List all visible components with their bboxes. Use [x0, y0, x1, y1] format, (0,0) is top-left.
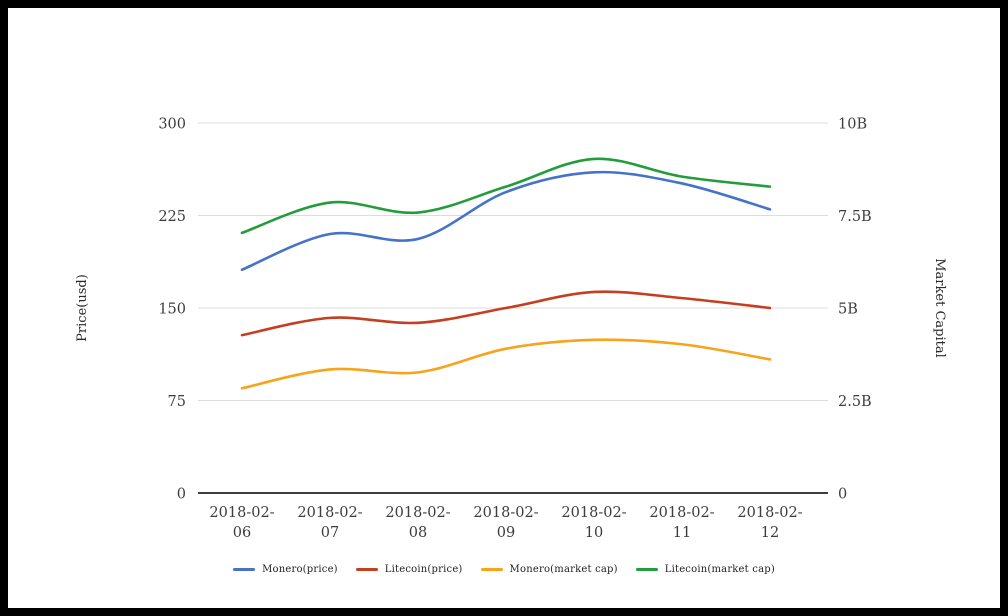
- right-tick-label: 2.5B: [838, 394, 872, 410]
- left-tick-label: 75: [168, 394, 186, 410]
- x-tick-label: 2018-02-08: [385, 505, 450, 541]
- series-line-litecoin-market-cap: [240, 157, 772, 235]
- series-line-litecoin-price: [240, 290, 772, 337]
- x-tick-label: 2018-02-09: [473, 505, 538, 541]
- right-tick-label: 7.5B: [838, 209, 872, 225]
- series-line-monero-market-cap: [240, 338, 772, 390]
- legend-swatch: [480, 568, 503, 571]
- x-tick-label: 2018-02-12: [737, 505, 802, 541]
- right-axis-title: Market Capital: [932, 258, 947, 358]
- left-tick-label: 150: [158, 302, 186, 318]
- right-axis-tick-labels: 0 2.5B 5B 7.5B 10B: [838, 117, 872, 503]
- left-tick-label: 300: [158, 117, 186, 133]
- left-tick-label: 0: [177, 487, 186, 503]
- legend-item-monero-market-cap[interactable]: Monero(market cap): [480, 564, 618, 575]
- legend-label: Monero(market cap): [509, 564, 618, 575]
- left-tick-label: 225: [158, 209, 186, 225]
- right-tick-label: 10B: [838, 117, 867, 133]
- right-tick-label: 5B: [838, 302, 858, 318]
- series-lines: [240, 157, 772, 390]
- series-line-monero-price: [240, 170, 772, 272]
- x-axis-tick-labels: 2018-02-06 2018-02-07 2018-02-08 2018-02-09…: [209, 505, 802, 541]
- legend-label: Litecoin(price): [384, 564, 463, 575]
- x-tick-label: 2018-02-07: [297, 505, 362, 541]
- legend: Monero(price) Litecoin(price) Monero(marke…: [8, 564, 1000, 575]
- legend-swatch: [355, 568, 378, 571]
- legend-item-litecoin-price[interactable]: Litecoin(price): [355, 564, 463, 575]
- legend-item-litecoin-market-cap[interactable]: Litecoin(market cap): [635, 564, 775, 575]
- left-axis-tick-labels: 0 75 150 225 300: [158, 117, 186, 503]
- legend-label: Litecoin(market cap): [664, 564, 775, 575]
- legend-swatch: [635, 568, 658, 571]
- x-tick-label: 2018-02-10: [561, 505, 626, 541]
- left-axis-title: Price(usd): [75, 274, 90, 342]
- legend-item-monero-price[interactable]: Monero(price): [233, 564, 338, 575]
- right-tick-label: 0: [838, 487, 847, 503]
- x-tick-label: 2018-02-06: [209, 505, 274, 541]
- legend-swatch: [233, 568, 256, 571]
- x-tick-label: 2018-02-11: [649, 505, 714, 541]
- legend-label: Monero(price): [262, 564, 338, 575]
